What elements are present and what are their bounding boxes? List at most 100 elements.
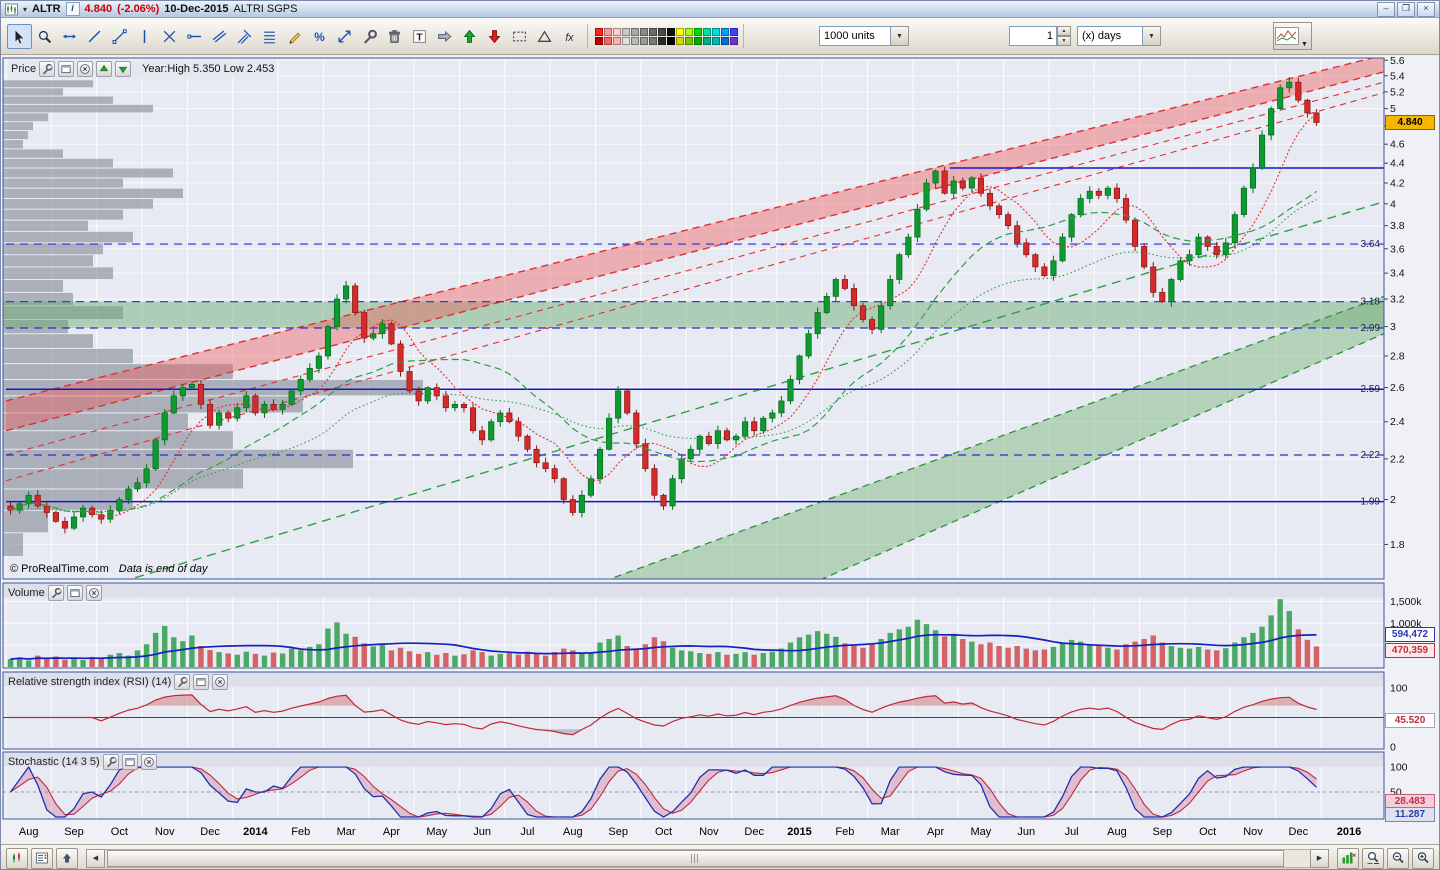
price-close-button[interactable] <box>77 61 94 77</box>
rsi-settings-button[interactable] <box>174 674 191 690</box>
tool-delete-icon[interactable] <box>382 24 407 49</box>
palette-color-swatch[interactable] <box>631 27 639 36</box>
chevron-down-icon[interactable]: ▼ <box>1301 41 1308 48</box>
scrollbar-track[interactable] <box>105 848 1310 868</box>
palette-color-swatch[interactable] <box>649 36 657 45</box>
price-settings-button[interactable] <box>39 61 56 77</box>
palette-color-swatch[interactable] <box>676 27 684 36</box>
tool-line-icon[interactable] <box>82 24 107 49</box>
volume-close-button[interactable] <box>85 585 102 601</box>
volume-bar <box>1195 646 1202 667</box>
palette-color-swatch[interactable] <box>685 36 693 45</box>
palette-color-swatch[interactable] <box>685 27 693 36</box>
palette-color-swatch[interactable] <box>631 36 639 45</box>
restore-button[interactable]: ❐ <box>1397 1 1415 17</box>
stochastic-window-button[interactable] <box>121 754 138 770</box>
palette-color-swatch[interactable] <box>640 36 648 45</box>
tool-cursor-icon[interactable] <box>7 23 32 49</box>
tool-text-icon[interactable]: T <box>407 24 432 49</box>
tool-pencil-icon[interactable] <box>282 24 307 49</box>
stochastic-settings-button[interactable] <box>102 754 119 770</box>
palette-color-swatch[interactable] <box>613 36 621 45</box>
fit-chart-button[interactable] <box>1337 847 1359 869</box>
price-move-down-button[interactable] <box>115 61 132 77</box>
tool-segment-icon[interactable] <box>57 24 82 49</box>
tool-rectangle-icon[interactable] <box>507 24 532 49</box>
scrollbar-thumb[interactable] <box>107 849 1284 867</box>
chevron-down-icon[interactable]: ▼ <box>1143 26 1161 46</box>
vol-panel[interactable] <box>3 583 1384 668</box>
horizontal-scrollbar[interactable]: ◀ ▶ <box>86 848 1329 868</box>
palette-color-swatch[interactable] <box>721 36 729 45</box>
period-unit-select[interactable]: (x) days ▼ <box>1077 26 1161 46</box>
minimize-button[interactable]: – <box>1377 1 1395 17</box>
palette-color-swatch[interactable] <box>721 27 729 36</box>
spinner-arrows[interactable]: ▲ ▼ <box>1057 26 1071 46</box>
tool-down-arrow-icon[interactable] <box>482 24 507 49</box>
tool-fibonacci-retracement-icon[interactable] <box>257 24 282 49</box>
units-select[interactable]: 1000 units ▼ <box>819 26 909 46</box>
tool-triangle-icon[interactable] <box>532 24 557 49</box>
scroll-right-button[interactable]: ▶ <box>1310 848 1329 868</box>
tool-up-arrow-icon[interactable] <box>457 24 482 49</box>
tool-toolbox-icon[interactable] <box>357 24 382 49</box>
tool-arrows-icon[interactable] <box>332 24 357 49</box>
price-move-up-button[interactable] <box>96 61 113 77</box>
palette-color-swatch[interactable] <box>712 27 720 36</box>
palette-color-swatch[interactable] <box>658 36 666 45</box>
palette-color-swatch[interactable] <box>730 36 738 45</box>
tool-horizontal-ray-icon[interactable] <box>182 24 207 49</box>
info-icon[interactable]: i <box>65 2 80 16</box>
tool-pitchfork-icon[interactable] <box>232 24 257 49</box>
tool-trendline-icon[interactable] <box>107 24 132 49</box>
palette-color-swatch[interactable] <box>667 36 675 45</box>
rsi-close-button[interactable] <box>212 674 229 690</box>
palette-color-swatch[interactable] <box>703 36 711 45</box>
tool-vertical-line-icon[interactable] <box>132 24 157 49</box>
palette-color-swatch[interactable] <box>622 36 630 45</box>
palette-color-swatch[interactable] <box>604 36 612 45</box>
palette-color-swatch[interactable] <box>640 27 648 36</box>
price-panel[interactable] <box>3 55 1386 870</box>
stochastic-close-button[interactable] <box>140 754 157 770</box>
palette-color-swatch[interactable] <box>676 36 684 45</box>
palette-color-swatch[interactable] <box>613 27 621 36</box>
palette-color-swatch[interactable] <box>694 27 702 36</box>
period-count-input[interactable]: 1 ▲ ▼ <box>1009 26 1071 46</box>
close-button[interactable]: × <box>1417 1 1435 17</box>
palette-color-swatch[interactable] <box>658 27 666 36</box>
chart-menu-caret[interactable]: ▾ <box>23 4 28 14</box>
palette-color-swatch[interactable] <box>649 27 657 36</box>
chart-style-button[interactable]: ▼ <box>1273 22 1312 50</box>
palette-color-swatch[interactable] <box>667 27 675 36</box>
palette-color-swatch[interactable] <box>595 27 603 36</box>
palette-color-swatch[interactable] <box>694 36 702 45</box>
tool-function-icon[interactable]: fx <box>557 24 582 49</box>
chevron-down-icon[interactable]: ▼ <box>891 26 909 46</box>
tool-zoom-icon[interactable] <box>32 24 57 49</box>
zoom-out-button[interactable] <box>1387 847 1409 869</box>
volume-settings-button[interactable] <box>47 585 64 601</box>
volume-window-button[interactable] <box>66 585 83 601</box>
palette-color-swatch[interactable] <box>730 27 738 36</box>
volume-bar <box>905 626 912 667</box>
rsi-window-button[interactable] <box>193 674 210 690</box>
price-window-button[interactable] <box>58 61 75 77</box>
zoom-mode-button[interactable] <box>1362 847 1384 869</box>
tool-arrow-annotation-icon[interactable] <box>432 24 457 49</box>
tool-parallel-lines-icon[interactable] <box>207 24 232 49</box>
zoom-in-button[interactable] <box>1412 847 1434 869</box>
palette-color-swatch[interactable] <box>712 36 720 45</box>
scroll-left-button[interactable]: ◀ <box>86 848 105 868</box>
quote-board-button[interactable] <box>31 847 53 869</box>
palette-color-swatch[interactable] <box>622 27 630 36</box>
tool-percent-scale-icon[interactable]: % <box>307 24 332 49</box>
sto-panel[interactable] <box>3 752 1384 819</box>
tool-cross-lines-icon[interactable] <box>157 24 182 49</box>
chart-type-button[interactable] <box>6 847 28 869</box>
palette-color-swatch[interactable] <box>595 36 603 45</box>
expand-panel-up-button[interactable] <box>56 847 78 869</box>
palette-color-swatch[interactable] <box>703 27 711 36</box>
palette-color-swatch[interactable] <box>604 27 612 36</box>
